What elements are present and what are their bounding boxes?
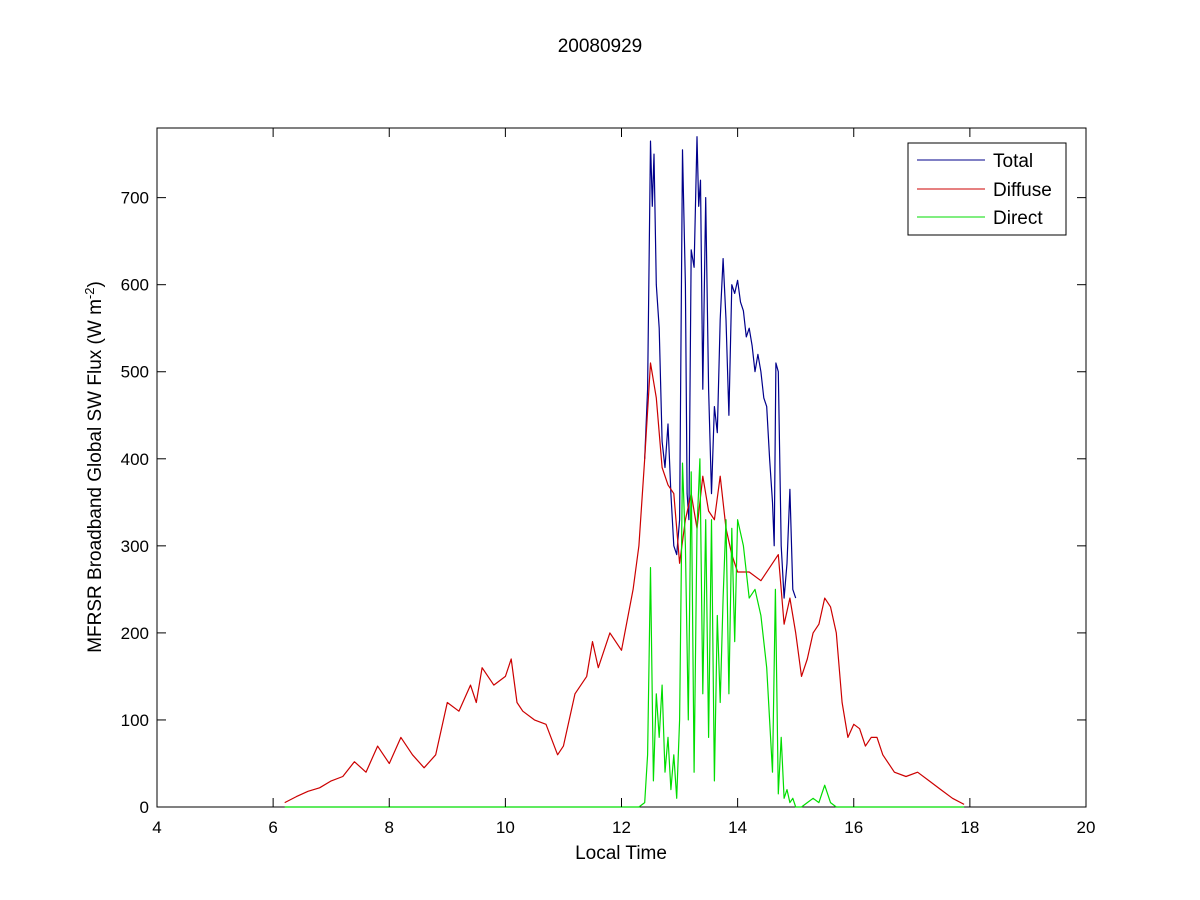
y-tick-label: 700 (121, 189, 149, 208)
legend-label-total: Total (993, 151, 1033, 172)
y-axis-label-close: ) (85, 281, 106, 287)
x-tick-label: 20 (1077, 818, 1096, 837)
plot-area (156, 127, 1087, 808)
legend-label-direct: Direct (993, 208, 1043, 229)
y-tick-label: 400 (121, 450, 149, 469)
x-tick-label: 14 (728, 818, 747, 837)
series-line-direct (284, 458, 965, 808)
y-axis-label-main: MFRSR Broadband Global SW Flux (W m (85, 299, 106, 653)
y-tick-label: 100 (121, 711, 149, 730)
series-line-diffuse (284, 362, 965, 805)
legend: Total Diffuse Direct (907, 142, 1067, 236)
x-tick-label: 12 (612, 818, 631, 837)
y-tick-label: 300 (121, 537, 149, 556)
y-tick-label: 500 (121, 363, 149, 382)
x-tick-label: 8 (385, 818, 394, 837)
y-axis-label: MFRSR Broadband Global SW Flux (W m-2) (82, 281, 106, 653)
x-tick-label: 10 (496, 818, 515, 837)
series-line-total (644, 136, 797, 599)
x-tick-label: 4 (152, 818, 161, 837)
x-tick-label: 6 (268, 818, 277, 837)
y-tick-label: 600 (121, 276, 149, 295)
x-tick-label: 18 (960, 818, 979, 837)
x-axis-label: Local Time (575, 843, 667, 864)
y-tick-label: 200 (121, 624, 149, 643)
y-axis-label-superscript: -2 (82, 288, 97, 300)
legend-label-diffuse: Diffuse (993, 180, 1052, 201)
y-tick-label: 0 (140, 798, 149, 817)
chart-title: 20080929 (558, 36, 643, 57)
series-layer (284, 136, 965, 808)
x-tick-label: 16 (844, 818, 863, 837)
